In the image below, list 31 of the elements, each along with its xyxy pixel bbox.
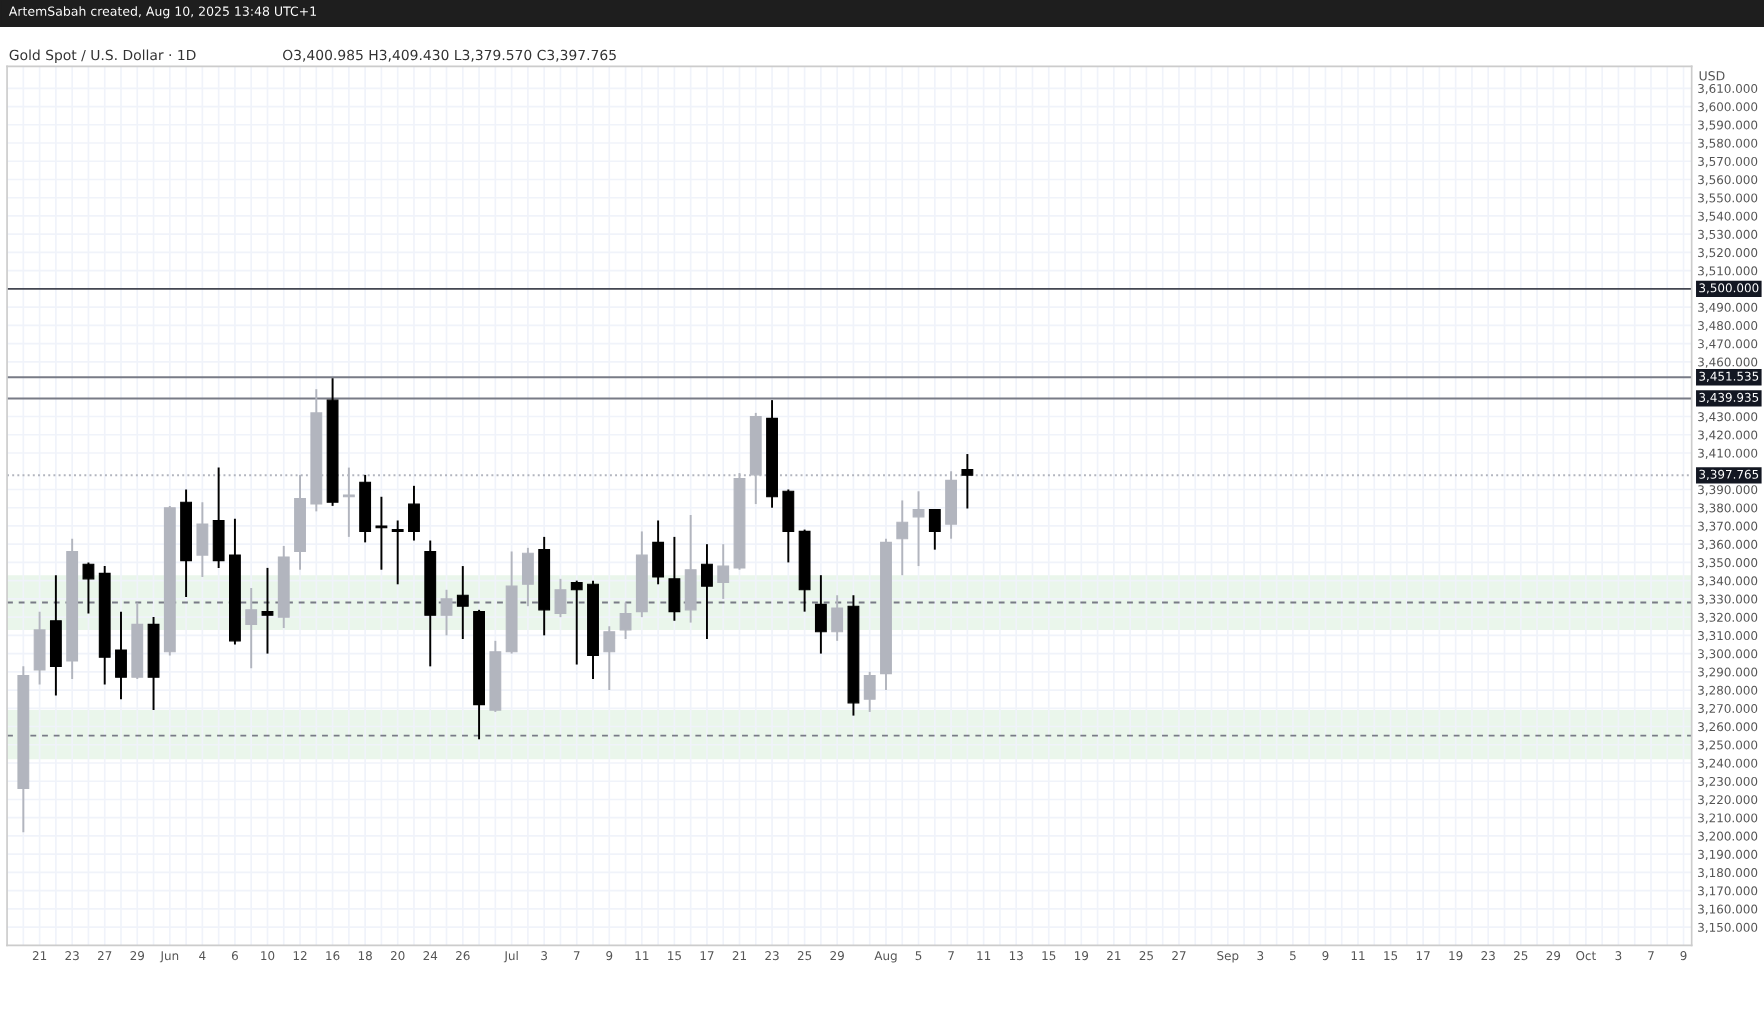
candlestick: [408, 484, 420, 542]
candlestick: [521, 546, 534, 608]
candlestick: [212, 466, 225, 569]
candlestick: [896, 499, 909, 577]
candlestick: [554, 577, 567, 619]
candlestick: [619, 601, 632, 640]
candlestick: [912, 490, 925, 568]
candlestick: [863, 670, 876, 713]
candlestick: [961, 453, 974, 510]
candlestick: [245, 586, 258, 670]
candlestick: [717, 543, 730, 600]
candlestick: [684, 514, 697, 624]
candlestick: [928, 508, 941, 551]
candlestick: [814, 574, 827, 655]
candlestick: [782, 488, 795, 564]
candlestick: [49, 574, 62, 697]
candlestick: [456, 565, 469, 640]
candlestick: [440, 588, 453, 637]
candlestick: [196, 501, 209, 578]
candlestick: [391, 519, 404, 586]
candlestick: [652, 519, 665, 586]
candlestick: [831, 594, 844, 642]
candlestick: [261, 566, 274, 655]
candlestick: [82, 561, 95, 615]
candlestick: [668, 535, 681, 622]
candlestick: [115, 610, 127, 701]
candlestick: [570, 579, 583, 666]
candlestick: [701, 543, 713, 640]
candlestick: [603, 625, 616, 692]
candlestick: [33, 610, 46, 686]
candlestick: [375, 495, 388, 571]
